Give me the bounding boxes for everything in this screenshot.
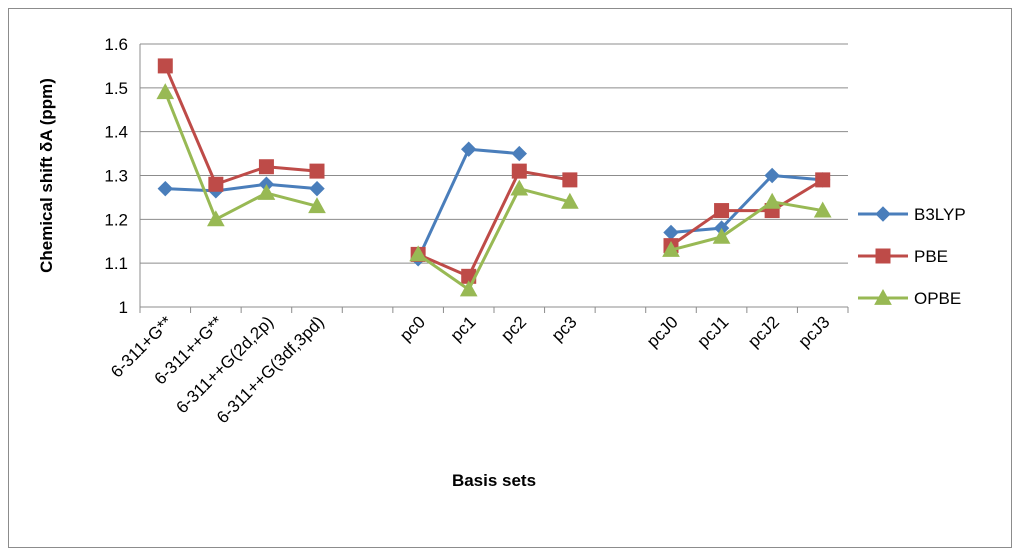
data-point-diamond	[461, 141, 477, 157]
data-point-diamond	[663, 224, 679, 241]
series-line-opbe	[670, 200, 823, 252]
legend-label: B3LYP	[914, 205, 966, 224]
y-tick-label: 1	[119, 298, 128, 317]
y-axis-tick-labels: 1 1.1 1.2 1.3 1.4 1.5 1.6	[104, 35, 128, 317]
y-tick-label: 1.1	[104, 254, 128, 273]
series-line-opbe	[417, 187, 571, 291]
data-point-square	[815, 172, 831, 188]
x-tick-label: pc2	[497, 312, 530, 345]
y-tick-label: 1.3	[104, 167, 128, 186]
legend-item-opbe: OPBE	[858, 288, 961, 308]
series-line-pbe	[163, 65, 318, 186]
data-point-square	[157, 58, 173, 74]
y-tick-label: 1.2	[104, 210, 128, 229]
data-point-square	[208, 176, 224, 192]
data-point-square	[562, 172, 578, 188]
series-opbe	[156, 83, 832, 297]
data-point-triangle	[459, 280, 478, 297]
gridlines	[140, 43, 848, 264]
data-point-diamond	[309, 180, 325, 197]
axes	[139, 44, 849, 313]
series-line-b3lyp	[165, 182, 318, 193]
x-tick-label: pc3	[548, 312, 581, 345]
data-point-triangle	[763, 192, 781, 209]
data-point-square	[714, 203, 730, 219]
legend-label: OPBE	[914, 289, 961, 308]
legend-item-pbe: PBE	[858, 247, 948, 266]
y-tick-label: 1.4	[104, 123, 128, 142]
data-point-triangle	[813, 201, 832, 218]
data-point-diamond	[764, 167, 780, 184]
data-point-diamond	[511, 145, 527, 162]
legend-label: PBE	[914, 247, 948, 266]
data-point-square	[258, 159, 274, 175]
y-tick-label: 1.6	[104, 35, 128, 54]
series-line-pbe	[670, 178, 824, 247]
x-axis-title: Basis sets	[452, 471, 536, 490]
x-tick-label: pcJ2	[744, 312, 783, 351]
data-point-diamond	[875, 206, 891, 222]
data-point-triangle	[874, 288, 892, 305]
series-line-opbe	[163, 91, 318, 221]
data-point-triangle	[308, 197, 326, 214]
legend-item-b3lyp: B3LYP	[858, 205, 966, 224]
data-point-triangle	[662, 240, 680, 257]
legend: B3LYP PBE OPBE	[858, 205, 966, 308]
series-pbe	[157, 58, 831, 284]
data-point-diamond	[157, 180, 173, 197]
data-point-triangle	[712, 227, 731, 244]
data-point-triangle	[510, 179, 529, 196]
chart-area	[8, 8, 1012, 548]
x-tick-label: pc0	[396, 312, 429, 345]
data-point-triangle	[156, 83, 175, 100]
x-tick-label: pcJ0	[643, 312, 682, 351]
x-tick-label: pcJ3	[795, 312, 834, 351]
x-tick-label: pc1	[447, 312, 480, 345]
series-group	[156, 58, 832, 297]
data-point-triangle	[207, 210, 225, 227]
series-line-pbe	[417, 169, 571, 278]
data-point-triangle	[257, 184, 276, 200]
data-point-triangle	[561, 192, 579, 209]
data-point-square	[511, 163, 527, 179]
y-tick-label: 1.5	[104, 79, 128, 98]
data-point-square	[875, 248, 891, 264]
x-axis-tick-labels: 6-311+G**6-311++G**6-311++G(2d,2p)6-311+…	[107, 312, 833, 427]
series-line-b3lyp	[670, 174, 823, 234]
data-point-triangle	[409, 245, 427, 262]
y-axis-title: Chemical shift δA (ppm)	[37, 78, 56, 273]
data-point-square	[309, 163, 325, 179]
x-tick-label: pcJ1	[694, 312, 733, 351]
